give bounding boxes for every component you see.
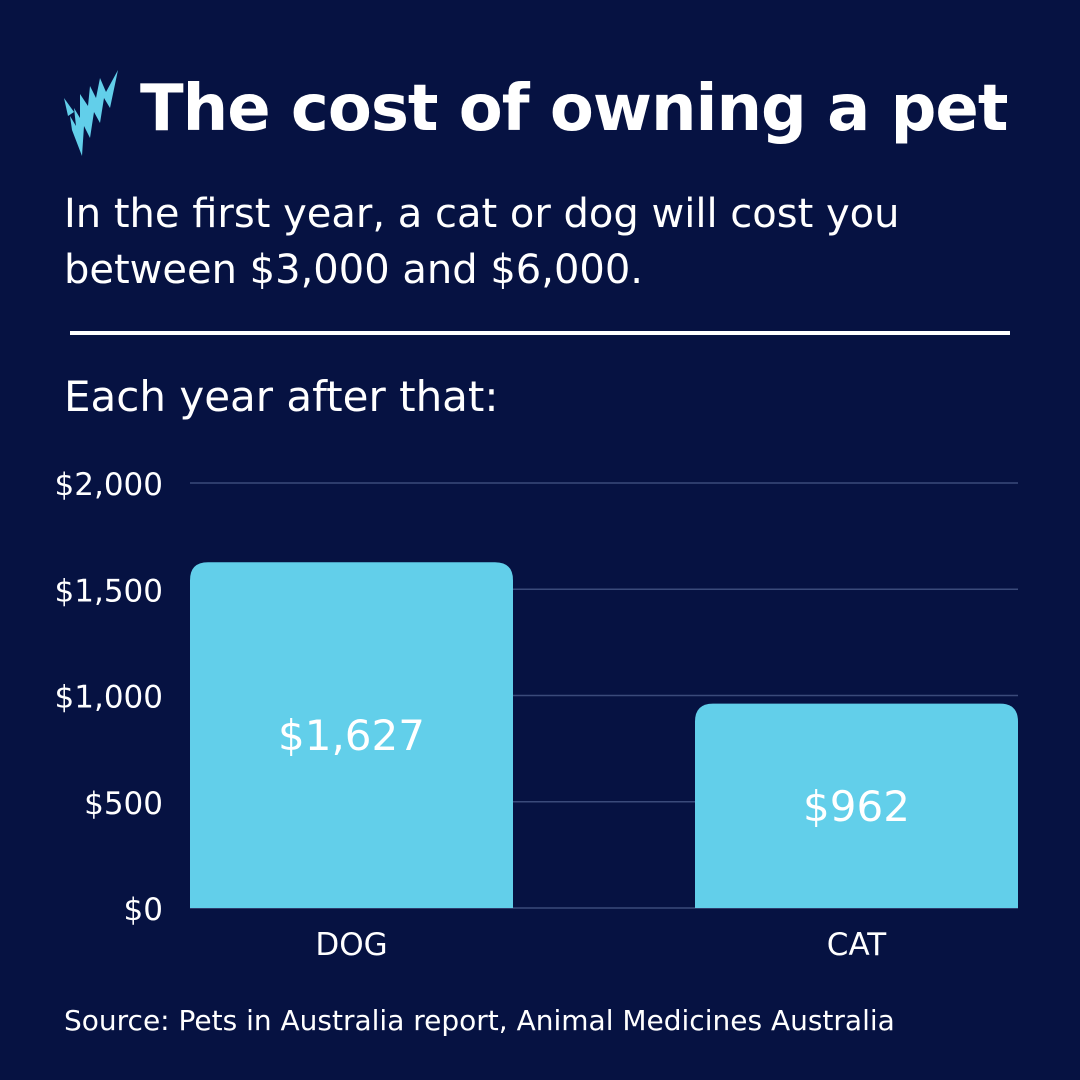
chart-lead-text: Each year after that: — [64, 372, 499, 421]
bar-cat — [695, 703, 1018, 908]
subtitle: In the first year, a cat or dog will cos… — [64, 191, 900, 293]
y-tick-label: $500 — [84, 786, 163, 822]
sbs-logo-icon — [64, 70, 118, 156]
source-note: Source: Pets in Australia report, Animal… — [64, 1004, 895, 1037]
x-tick-label: DOG — [315, 927, 387, 963]
y-tick-label: $1,500 — [55, 573, 163, 609]
data-label: $962 — [803, 782, 910, 831]
page-title: The cost of owning a pet — [140, 72, 1008, 146]
y-tick-label: $1,000 — [55, 680, 163, 716]
y-tick-label: $0 — [124, 892, 163, 928]
divider — [70, 331, 1010, 335]
bar-chart: $0 $500 $1,000 $1,500 $2,000 $1,627 DOG $962 CAT — [55, 467, 1018, 963]
x-tick-label: CAT — [827, 927, 887, 963]
y-tick-label: $2,000 — [55, 467, 163, 503]
bar-dog — [190, 562, 513, 908]
data-label: $1,627 — [278, 711, 425, 760]
